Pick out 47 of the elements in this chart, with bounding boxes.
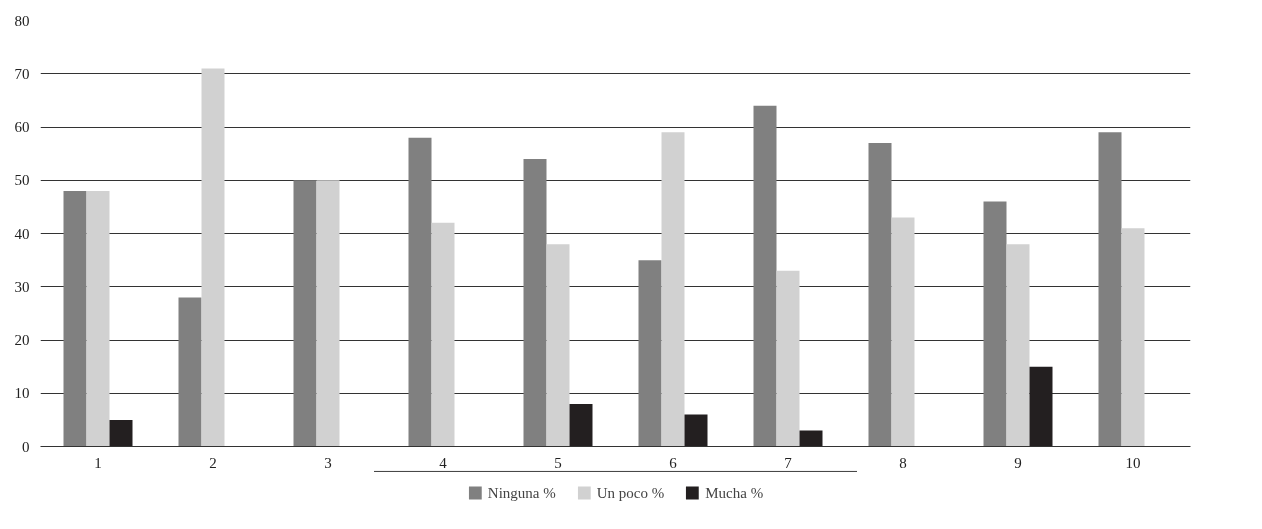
bar bbox=[408, 137, 432, 447]
bar bbox=[178, 297, 202, 447]
x-tick-label: 7 bbox=[784, 454, 793, 471]
x-tick-label: 1 bbox=[94, 454, 102, 471]
y-tick-label: 20 bbox=[14, 332, 30, 348]
legend-label: Mucha % bbox=[705, 484, 764, 501]
x-tick-label: 4 bbox=[439, 454, 448, 471]
y-tick-label: 30 bbox=[14, 278, 30, 295]
bar bbox=[63, 190, 87, 447]
bar bbox=[1098, 132, 1122, 447]
legend-label: Ninguna % bbox=[487, 484, 556, 501]
bar bbox=[1029, 366, 1053, 447]
bar bbox=[201, 68, 225, 447]
y-tick-label: 80 bbox=[14, 12, 30, 29]
y-tick-label: 60 bbox=[14, 119, 30, 135]
x-tick-label: 2 bbox=[209, 454, 217, 471]
bar bbox=[753, 105, 777, 447]
bar bbox=[638, 260, 662, 447]
bar bbox=[523, 158, 547, 447]
legend-label: Un poco % bbox=[596, 484, 665, 501]
bar bbox=[661, 132, 685, 447]
bar bbox=[109, 419, 133, 447]
x-tick-label: 8 bbox=[899, 454, 907, 471]
bar bbox=[776, 270, 800, 447]
y-tick-label: 50 bbox=[14, 172, 30, 189]
bar bbox=[569, 403, 593, 447]
y-tick-label: 40 bbox=[14, 225, 30, 242]
x-tick-label: 3 bbox=[324, 454, 332, 471]
x-tick-label: 9 bbox=[1014, 454, 1022, 471]
y-tick-label: 0 bbox=[22, 438, 30, 455]
bar bbox=[546, 244, 570, 447]
x-tick-label: 10 bbox=[1125, 454, 1141, 471]
bar bbox=[983, 201, 1007, 447]
bar bbox=[431, 222, 455, 447]
bar bbox=[293, 180, 317, 447]
bar bbox=[1006, 244, 1030, 447]
y-tick-label: 10 bbox=[14, 385, 30, 402]
bar bbox=[316, 180, 340, 447]
bar bbox=[868, 142, 892, 447]
y-tick-label: 70 bbox=[14, 65, 30, 82]
x-tick-label: 6 bbox=[669, 454, 678, 471]
bar bbox=[799, 430, 823, 447]
x-tick-label: 5 bbox=[554, 454, 562, 471]
bar bbox=[86, 190, 110, 447]
bar bbox=[1121, 228, 1145, 447]
bar bbox=[684, 414, 708, 447]
bar bbox=[891, 217, 915, 447]
